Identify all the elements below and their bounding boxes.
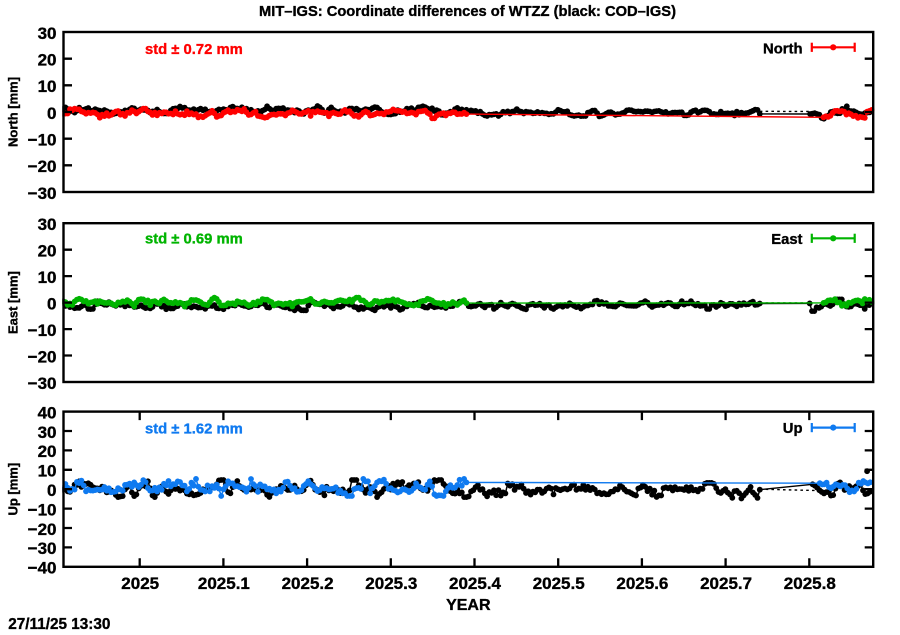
svg-text:std ± 0.72 mm: std ± 0.72 mm (145, 42, 243, 58)
svg-text:−10: −10 (28, 130, 57, 149)
svg-text:30: 30 (38, 423, 57, 442)
svg-text:30: 30 (38, 215, 57, 234)
svg-text:20: 20 (38, 241, 57, 260)
svg-text:MIT–IGS: Coordinate difference: MIT–IGS: Coordinate differences of WTZZ … (259, 4, 676, 20)
svg-text:10: 10 (38, 77, 57, 96)
svg-text:std ± 1.62 mm: std ± 1.62 mm (145, 422, 243, 438)
svg-text:Up: Up (783, 421, 803, 437)
svg-text:2025.3: 2025.3 (365, 574, 417, 593)
svg-text:−20: −20 (28, 157, 57, 176)
svg-text:−10: −10 (28, 500, 57, 519)
svg-text:2025: 2025 (121, 574, 159, 593)
svg-text:East: East (771, 232, 802, 248)
svg-text:2025.5: 2025.5 (533, 574, 585, 593)
svg-text:0: 0 (47, 481, 56, 500)
svg-text:−40: −40 (28, 559, 57, 578)
svg-text:27/11/25 13:30: 27/11/25 13:30 (8, 616, 110, 630)
svg-text:−30: −30 (28, 374, 57, 393)
svg-text:East [mm]: East [mm] (5, 271, 20, 334)
svg-text:2025.4: 2025.4 (449, 574, 502, 593)
svg-text:Up [mm]: Up [mm] (5, 463, 20, 516)
svg-text:2025.1: 2025.1 (198, 574, 250, 593)
svg-text:std ± 0.69 mm: std ± 0.69 mm (145, 231, 243, 247)
svg-text:2025.2: 2025.2 (282, 574, 334, 593)
svg-text:−30: −30 (28, 184, 57, 203)
svg-text:North: North (763, 41, 802, 57)
svg-text:20: 20 (38, 50, 57, 69)
svg-text:−20: −20 (28, 520, 57, 539)
svg-text:0: 0 (47, 294, 56, 313)
svg-text:2025.8: 2025.8 (784, 574, 836, 593)
svg-text:−10: −10 (28, 321, 57, 340)
svg-text:30: 30 (38, 24, 57, 43)
svg-text:20: 20 (38, 442, 57, 461)
svg-text:2025.7: 2025.7 (700, 574, 752, 593)
svg-text:10: 10 (38, 462, 57, 481)
svg-text:40: 40 (38, 403, 57, 422)
svg-text:−20: −20 (28, 347, 57, 366)
svg-text:−30: −30 (28, 539, 57, 558)
svg-text:2025.6: 2025.6 (616, 574, 668, 593)
svg-text:North [mm]: North [mm] (5, 77, 20, 147)
svg-text:10: 10 (38, 268, 57, 287)
svg-text:YEAR: YEAR (446, 597, 491, 614)
svg-text:0: 0 (47, 104, 56, 123)
